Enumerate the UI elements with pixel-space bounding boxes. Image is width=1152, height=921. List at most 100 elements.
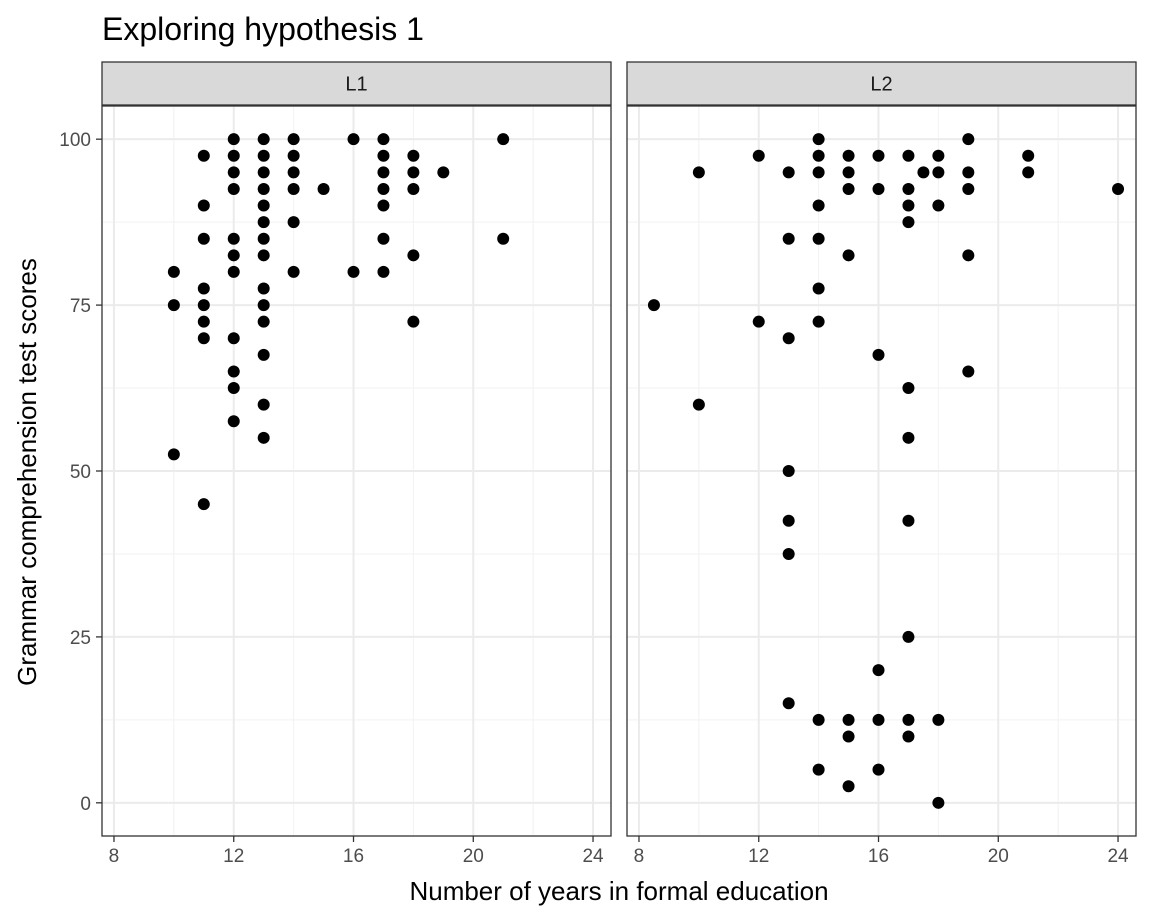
- data-point: [197, 299, 210, 312]
- data-point: [257, 299, 270, 312]
- facet-panel-l1: L1 8 12 16 20 24 0 25 50 75 100: [59, 61, 612, 867]
- data-point: [287, 182, 300, 195]
- x-tick-label: 24: [582, 846, 604, 867]
- data-point: [227, 133, 240, 146]
- facet-strip: [101, 61, 612, 106]
- data-point: [812, 763, 825, 776]
- data-point: [902, 730, 915, 743]
- data-point: [197, 149, 210, 162]
- data-point: [902, 713, 915, 726]
- data-point: [287, 133, 300, 146]
- facet-strip-label: L2: [870, 74, 892, 96]
- data-point: [197, 315, 210, 328]
- data-point: [197, 498, 210, 511]
- data-point: [917, 166, 930, 179]
- x-tick-label: 24: [1107, 846, 1129, 867]
- y-tick-label: 0: [80, 794, 91, 815]
- data-point: [227, 382, 240, 395]
- facet-panels: L1 8 12 16 20 24 0 25 50 75 100 L2 8 12 16 20 24: [59, 61, 1137, 867]
- data-point: [377, 149, 390, 162]
- data-point: [812, 133, 825, 146]
- data-point: [287, 216, 300, 229]
- data-point: [812, 199, 825, 212]
- data-point: [782, 166, 795, 179]
- data-point: [932, 713, 945, 726]
- data-point: [257, 315, 270, 328]
- data-point: [842, 730, 855, 743]
- data-point: [812, 713, 825, 726]
- y-tick-label: 50: [70, 462, 91, 483]
- data-point: [812, 232, 825, 245]
- data-point: [872, 664, 885, 677]
- data-point: [812, 315, 825, 328]
- data-point: [842, 182, 855, 195]
- data-point: [872, 348, 885, 361]
- x-tick-label: 20: [988, 846, 1009, 867]
- data-point: [257, 431, 270, 444]
- y-tick-label: 75: [70, 296, 91, 317]
- data-point: [872, 149, 885, 162]
- data-point: [902, 514, 915, 527]
- data-point: [167, 299, 180, 312]
- data-point: [842, 149, 855, 162]
- data-point: [257, 199, 270, 212]
- data-point: [257, 216, 270, 229]
- panel-border: [626, 105, 1137, 837]
- facet-panel-l2: L2 8 12 16 20 24: [626, 61, 1137, 867]
- data-point: [962, 182, 975, 195]
- data-point: [257, 249, 270, 262]
- x-tick-label: 16: [343, 846, 364, 867]
- data-point: [227, 332, 240, 345]
- x-tick-label: 12: [748, 846, 769, 867]
- data-point: [407, 315, 420, 328]
- data-point: [227, 249, 240, 262]
- data-point: [227, 166, 240, 179]
- data-point: [317, 182, 330, 195]
- data-point: [872, 182, 885, 195]
- data-point: [962, 249, 975, 262]
- data-point: [257, 149, 270, 162]
- data-point: [962, 365, 975, 378]
- data-point: [962, 166, 975, 179]
- data-point: [647, 299, 660, 312]
- x-tick-label: 8: [109, 846, 120, 867]
- data-point: [227, 232, 240, 245]
- y-tick-label: 100: [59, 130, 91, 151]
- data-point: [782, 514, 795, 527]
- facet-strip: [626, 61, 1137, 106]
- data-point: [902, 630, 915, 643]
- data-point: [257, 133, 270, 146]
- data-point: [287, 166, 300, 179]
- data-point: [227, 149, 240, 162]
- data-point: [377, 133, 390, 146]
- x-axis-title: Number of years in formal education: [409, 876, 828, 906]
- data-point: [902, 149, 915, 162]
- data-point: [227, 415, 240, 428]
- data-point: [812, 166, 825, 179]
- data-point: [227, 365, 240, 378]
- data-point: [257, 348, 270, 361]
- data-point: [902, 182, 915, 195]
- data-point: [812, 149, 825, 162]
- y-tick-label: 25: [70, 628, 91, 649]
- data-point: [407, 249, 420, 262]
- data-point: [287, 265, 300, 278]
- data-point: [932, 199, 945, 212]
- data-point: [782, 697, 795, 710]
- data-point: [287, 149, 300, 162]
- data-point: [902, 382, 915, 395]
- data-point: [1022, 166, 1035, 179]
- data-point: [197, 282, 210, 295]
- data-point: [902, 431, 915, 444]
- data-point: [497, 232, 510, 245]
- data-point: [872, 713, 885, 726]
- data-point: [842, 713, 855, 726]
- data-point: [872, 763, 885, 776]
- data-point: [842, 249, 855, 262]
- chart-title: Exploring hypothesis 1: [102, 11, 424, 47]
- data-point: [932, 796, 945, 809]
- data-point: [377, 166, 390, 179]
- data-point: [197, 199, 210, 212]
- data-point: [167, 265, 180, 278]
- data-point: [752, 315, 765, 328]
